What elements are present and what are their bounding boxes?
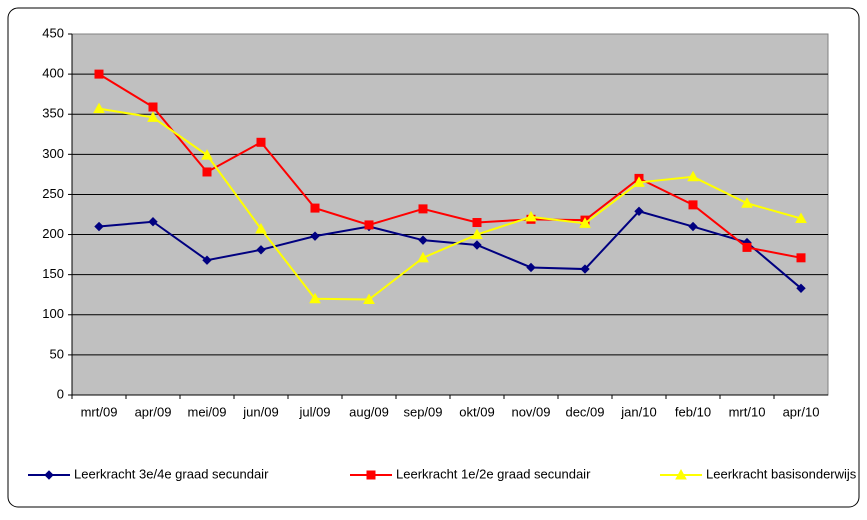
x-tick-label: sep/09 bbox=[403, 404, 442, 419]
marker bbox=[472, 240, 482, 250]
marker bbox=[310, 231, 320, 241]
marker bbox=[796, 253, 806, 263]
marker bbox=[255, 222, 267, 234]
marker bbox=[579, 217, 591, 228]
x-tick-label: mei/09 bbox=[187, 404, 226, 419]
marker bbox=[687, 170, 699, 182]
marker bbox=[471, 228, 483, 240]
marker bbox=[201, 149, 213, 160]
y-tick-label: 200 bbox=[42, 226, 64, 241]
marker bbox=[633, 176, 645, 187]
marker bbox=[364, 220, 374, 230]
legend-label: Leerkracht basisonderwijs bbox=[706, 466, 857, 481]
legend-label: Leerkracht 3e/4e graad secundair bbox=[74, 466, 269, 481]
marker bbox=[634, 206, 644, 216]
y-tick-label: 400 bbox=[42, 66, 64, 81]
marker bbox=[580, 264, 590, 274]
marker bbox=[795, 212, 807, 224]
y-tick-label: 150 bbox=[42, 266, 64, 281]
marker bbox=[418, 235, 428, 245]
marker bbox=[366, 470, 376, 480]
x-tick-label: jun/09 bbox=[242, 404, 278, 419]
y-tick-label: 100 bbox=[42, 306, 64, 321]
marker bbox=[525, 210, 537, 222]
marker bbox=[44, 470, 54, 480]
marker bbox=[688, 200, 698, 210]
marker bbox=[796, 283, 806, 294]
marker bbox=[742, 242, 752, 252]
marker bbox=[472, 218, 482, 228]
marker bbox=[147, 111, 159, 122]
y-tick-label: 350 bbox=[42, 106, 64, 121]
x-tick-label: aug/09 bbox=[349, 404, 389, 419]
marker bbox=[675, 468, 687, 480]
marker bbox=[363, 293, 375, 305]
legend-label: Leerkracht 1e/2e graad secundair bbox=[396, 466, 591, 481]
x-tick-label: mrt/09 bbox=[81, 404, 118, 419]
marker bbox=[202, 167, 212, 177]
marker bbox=[688, 221, 698, 232]
x-tick-label: nov/09 bbox=[511, 404, 550, 419]
marker bbox=[310, 203, 320, 213]
y-tick-label: 0 bbox=[57, 386, 64, 401]
y-tick-label: 300 bbox=[42, 146, 64, 161]
series-line bbox=[98, 107, 802, 301]
marker bbox=[202, 255, 212, 265]
series-line bbox=[98, 210, 802, 290]
marker bbox=[94, 69, 104, 79]
marker bbox=[148, 217, 158, 227]
x-tick-label: okt/09 bbox=[459, 404, 494, 419]
marker bbox=[526, 262, 536, 273]
marker bbox=[418, 204, 428, 214]
marker bbox=[309, 292, 321, 304]
x-tick-label: dec/09 bbox=[565, 404, 604, 419]
x-tick-label: apr/10 bbox=[783, 404, 820, 419]
x-tick-label: apr/09 bbox=[135, 404, 172, 419]
marker bbox=[741, 197, 753, 208]
marker bbox=[256, 245, 266, 255]
marker bbox=[417, 251, 429, 263]
x-tick-label: jan/10 bbox=[620, 404, 656, 419]
x-tick-label: jul/09 bbox=[298, 404, 330, 419]
y-tick-label: 450 bbox=[42, 25, 64, 40]
marker bbox=[93, 102, 105, 114]
marker bbox=[256, 137, 266, 147]
y-tick-label: 50 bbox=[50, 346, 64, 361]
marker bbox=[94, 221, 104, 232]
x-tick-label: mrt/10 bbox=[729, 404, 766, 419]
x-tick-label: feb/10 bbox=[675, 404, 711, 419]
plot-area bbox=[71, 33, 829, 396]
marker bbox=[148, 102, 158, 112]
y-tick-label: 250 bbox=[42, 186, 64, 201]
